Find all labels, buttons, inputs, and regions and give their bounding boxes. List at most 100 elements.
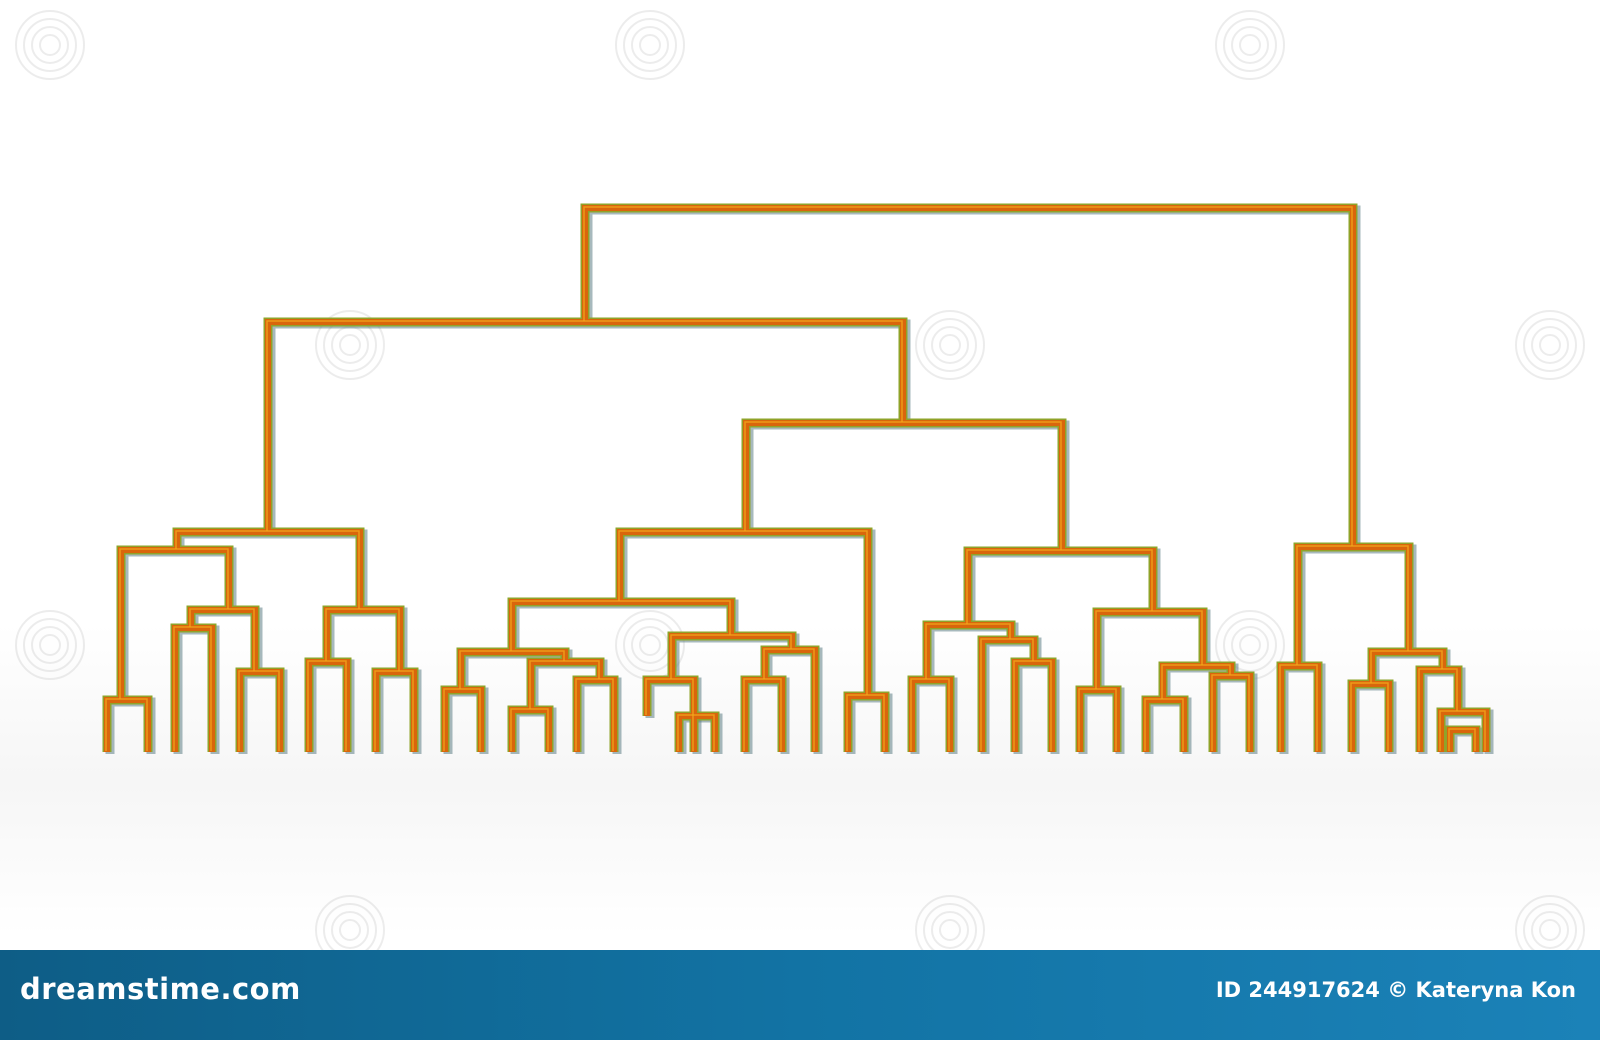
branch-inner-41 xyxy=(1447,727,1479,752)
branch-inner-14 xyxy=(458,649,568,690)
branch-shadow-26 xyxy=(925,622,1019,682)
branch-highlight-23 xyxy=(743,678,782,751)
branch-outer-0 xyxy=(580,203,1358,547)
branch-inner-26 xyxy=(924,622,1014,680)
branch-highlight-17 xyxy=(510,708,549,751)
branch-highlight-3 xyxy=(175,530,360,609)
branch-inner-6 xyxy=(172,625,215,752)
branch-inner-5 xyxy=(188,607,258,672)
branch-highlight-7 xyxy=(105,698,148,751)
branch-outer-28 xyxy=(977,635,1039,752)
branch-inner-34 xyxy=(1210,673,1253,752)
branch-inner-35 xyxy=(1295,544,1412,666)
branch-highlight-31 xyxy=(1078,688,1117,751)
branch-outer-3 xyxy=(172,527,365,610)
branch-highlight-8 xyxy=(238,670,280,751)
branch-inner-11 xyxy=(373,669,417,752)
branch-highlight-14 xyxy=(459,650,565,689)
branch-highlight-2 xyxy=(744,421,1062,550)
watermark-spiral-icon xyxy=(1215,610,1285,680)
branch-highlight-39 xyxy=(1418,668,1458,751)
branch-highlight-35 xyxy=(1296,545,1409,665)
branch-outer-5 xyxy=(186,605,260,672)
branch-highlight-13 xyxy=(510,600,731,651)
branch-inner-38 xyxy=(1349,681,1392,752)
branch-highlight-12 xyxy=(618,530,868,695)
branch-highlight-40 xyxy=(1439,710,1486,751)
branch-highlight-4 xyxy=(119,548,229,699)
watermark-spiral-icon xyxy=(1515,895,1585,950)
watermark-spiral-icon xyxy=(15,10,85,80)
branch-inner-31 xyxy=(1077,687,1120,752)
branch-highlight-34 xyxy=(1211,674,1250,751)
branch-outer-12 xyxy=(615,527,873,696)
branch-highlight-1 xyxy=(266,320,903,531)
branch-inner-39 xyxy=(1417,667,1461,752)
watermark-spiral-icon xyxy=(315,895,385,950)
branch-inner-9 xyxy=(324,607,403,672)
dendrogram-tube-highlight xyxy=(105,206,1486,751)
branch-outer-13 xyxy=(507,597,736,652)
branch-highlight-15 xyxy=(443,688,481,751)
branch-inner-18 xyxy=(574,677,617,752)
branch-highlight-5 xyxy=(189,608,255,671)
branch-inner-27 xyxy=(909,677,953,752)
branch-highlight-11 xyxy=(374,670,414,751)
branch-inner-2 xyxy=(743,420,1065,551)
watermark-layer xyxy=(15,10,1585,950)
branch-highlight-10 xyxy=(307,660,347,751)
branch-shadow-5 xyxy=(189,607,263,674)
branch-inner-30 xyxy=(1094,609,1206,690)
branch-inner-0 xyxy=(582,205,1356,547)
branch-inner-19 xyxy=(669,633,795,680)
watermark-spiral-icon xyxy=(915,895,985,950)
dendrogram-diagram xyxy=(102,203,1494,754)
branch-highlight-25 xyxy=(966,549,1153,624)
branch-outer-30 xyxy=(1092,607,1208,690)
branch-inner-8 xyxy=(237,669,283,752)
branch-highlight-33 xyxy=(1144,698,1184,751)
branch-highlight-18 xyxy=(575,678,614,751)
branch-highlight-32 xyxy=(1161,664,1231,699)
watermark-spiral-icon xyxy=(15,610,85,680)
branch-shadow-0 xyxy=(583,205,1361,549)
footer-bar: dreamstime.com ID 244917624 © Kateryna K… xyxy=(0,950,1600,1040)
watermark-spiral-icon xyxy=(615,10,685,80)
branch-highlight-38 xyxy=(1350,682,1389,751)
branch-highlight-0 xyxy=(583,206,1353,546)
branch-shadow-12 xyxy=(618,529,876,698)
branch-inner-1 xyxy=(265,319,906,532)
branch-highlight-9 xyxy=(325,608,400,671)
branch-inner-13 xyxy=(509,599,734,652)
branch-outer-26 xyxy=(922,620,1016,680)
branch-inner-17 xyxy=(509,707,552,752)
branch-highlight-21 xyxy=(677,714,715,751)
branch-inner-33 xyxy=(1143,697,1187,752)
branch-inner-3 xyxy=(174,529,363,610)
branch-outer-19 xyxy=(667,631,797,680)
site-logo[interactable]: dreamstime.com xyxy=(20,972,301,1006)
branch-highlight-26 xyxy=(925,623,1011,679)
branch-inner-25 xyxy=(965,548,1156,625)
branch-inner-36 xyxy=(1278,663,1321,752)
branch-shadow-30 xyxy=(1095,609,1211,692)
branch-inner-10 xyxy=(306,659,350,752)
branch-shadow-16 xyxy=(529,659,608,712)
branch-highlight-36 xyxy=(1279,664,1318,751)
branch-inner-23 xyxy=(742,677,785,752)
branch-outer-41 xyxy=(1445,725,1481,752)
branch-highlight-29 xyxy=(1013,660,1052,751)
branch-inner-12 xyxy=(617,529,871,696)
branch-highlight-24 xyxy=(846,694,885,751)
branch-highlight-37 xyxy=(1370,650,1443,683)
branch-shadow-13 xyxy=(510,599,739,654)
branch-inner-22 xyxy=(762,647,818,752)
dendrogram-tube-inner xyxy=(104,205,1489,752)
branch-inner-32 xyxy=(1160,663,1234,700)
branch-inner-4 xyxy=(118,547,232,700)
branch-inner-24 xyxy=(845,693,888,752)
branch-highlight-30 xyxy=(1095,610,1203,689)
branch-highlight-16 xyxy=(529,660,600,709)
image-credit: ID 244917624 © Kateryna Kon xyxy=(1215,978,1576,1002)
